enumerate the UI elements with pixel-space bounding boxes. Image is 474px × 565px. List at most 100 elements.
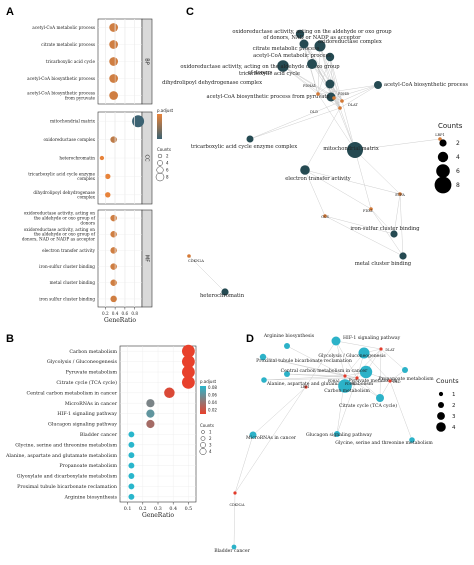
network-edge — [356, 377, 381, 399]
network-edge — [319, 45, 343, 102]
term-node-label: oxidoreductase complex — [318, 39, 382, 45]
gene-node-label: PDHA1 — [328, 379, 340, 383]
term-node — [277, 60, 289, 72]
network-edge — [379, 348, 382, 399]
network-edge — [389, 380, 413, 441]
legend-size-title: Counts — [436, 377, 459, 385]
term-node-label: acetyl-CoA biosynthetic process — [384, 82, 468, 88]
y-tick-label: citrate metabolic process — [41, 42, 95, 47]
term-node — [409, 437, 415, 443]
term-node — [390, 230, 398, 238]
y-tick-label: oxidoreductase activity, acting on the al… — [22, 227, 96, 242]
data-point — [128, 483, 135, 490]
term-node-label: Citrate cycle (TCA cycle) — [339, 402, 397, 409]
y-tick-label: HIF-1 signaling pathway — [57, 411, 117, 417]
y-tick-label: Glycolysis / Gluconeogenesis — [47, 359, 118, 365]
term-node — [231, 544, 237, 550]
network-edge — [341, 84, 379, 102]
network-edge — [234, 340, 337, 494]
network-edge — [363, 352, 391, 382]
term-node — [347, 142, 363, 158]
y-tick-label: oxidoreductase activity, acting on the al… — [24, 211, 96, 226]
data-point — [146, 399, 155, 408]
data-point — [128, 462, 135, 469]
x-tick-label: 0.5 — [185, 506, 193, 512]
term-node — [295, 29, 305, 39]
x-axis-label: GeneRatio — [104, 317, 136, 324]
x-tick-label: 0.2 — [102, 311, 109, 316]
network-edge — [317, 93, 356, 151]
network-edge — [252, 386, 307, 436]
network-edge — [233, 492, 236, 548]
term-node — [325, 79, 335, 89]
y-tick-label: Glycine, serine and threonine metabolism — [15, 442, 117, 448]
x-tick-label: 0.4 — [169, 506, 177, 512]
network-edge — [249, 107, 341, 140]
legend-size-title: Counts — [438, 122, 463, 130]
term-node-label: oxidoreductase activity, acting on the a… — [232, 29, 392, 41]
network-edge — [335, 340, 358, 379]
panel-a-dotplot: BP acetyl-CoA metabolic process citrate me… — [22, 18, 174, 324]
y-tick-label: metal cluster binding — [50, 280, 96, 285]
term-node-label: electron transfer activity — [285, 176, 351, 182]
network-edge — [329, 56, 343, 102]
legend-size-label: 4 — [209, 449, 212, 454]
y-tick-label: Carbon metabolism — [69, 349, 117, 355]
legend-size-label: 3 — [209, 443, 212, 448]
data-point — [128, 431, 135, 438]
network-edge — [333, 84, 379, 99]
gene-node-label: DLD — [310, 110, 318, 114]
data-point — [146, 419, 155, 429]
legend-size-label: 1 — [452, 392, 456, 398]
data-point — [182, 355, 195, 368]
gene-node-label: LRP1 — [301, 385, 310, 389]
term-node-label: Bladder cancer — [214, 548, 250, 554]
y-tick-label: Central carbon metabolism in cancer — [27, 390, 118, 396]
term-node-label: MicroRNAs in cancer — [246, 435, 297, 441]
network-edge — [324, 215, 404, 257]
y-tick-label: tricarboxylic acid cycle — [46, 59, 96, 64]
term-node-label: iron-sulfur cluster binding — [350, 226, 420, 232]
network-edge — [286, 345, 346, 377]
term-node — [399, 252, 407, 260]
term-node — [334, 431, 340, 437]
x-tick-label: 0.2 — [139, 506, 147, 512]
network-edge — [370, 208, 395, 235]
data-point — [146, 409, 155, 418]
data-point — [109, 40, 118, 49]
data-point — [164, 387, 175, 399]
term-node — [261, 377, 267, 383]
panel-a-label: A — [6, 6, 14, 18]
legend-size-dot — [437, 412, 445, 420]
y-tick-label: Arginine biosynthesis — [63, 494, 117, 500]
panel-b-label: B — [6, 333, 14, 345]
term-node — [299, 39, 309, 49]
x-tick-label: 0.6 — [122, 311, 129, 316]
data-point — [128, 473, 135, 479]
network-edge — [341, 100, 356, 151]
network-edge — [339, 84, 379, 109]
y-tick-label: Citrate cycle (TCA cycle) — [56, 379, 117, 386]
facet-strip-label: BP — [144, 58, 150, 64]
gene-node-label: PDHB — [338, 92, 349, 96]
gene-node-label: FDX1 — [363, 209, 373, 213]
network-edge — [188, 255, 226, 293]
term-node — [376, 394, 384, 402]
term-node-label: Alanine, aspartate and glutamate metabol… — [266, 381, 374, 387]
term-node-label: acetyl-CoA metabolic process — [253, 53, 331, 59]
term-node-label: Central carbon metabolism in cancer — [281, 368, 368, 374]
gene-node — [323, 214, 327, 218]
gene-node-label: CDKN2A — [230, 503, 246, 507]
term-node-label: citrate metabolic process — [253, 46, 320, 52]
term-node — [249, 431, 257, 439]
term-node-label: Proximal tubule bicarbonate reclamation — [256, 358, 352, 364]
gene-node-label: CDKN2A — [188, 259, 204, 263]
gene-node-label: LRP1 — [435, 133, 445, 137]
network-edge — [336, 377, 358, 435]
legend-color-title: p.adjust — [157, 108, 174, 113]
legend-size-circle — [157, 153, 163, 159]
legend-size-title: Counts — [157, 147, 171, 152]
term-node-label: mitochondrial matrix — [323, 146, 379, 152]
panel-c-network: oxidoreductase activity, acting on the a… — [162, 29, 468, 299]
